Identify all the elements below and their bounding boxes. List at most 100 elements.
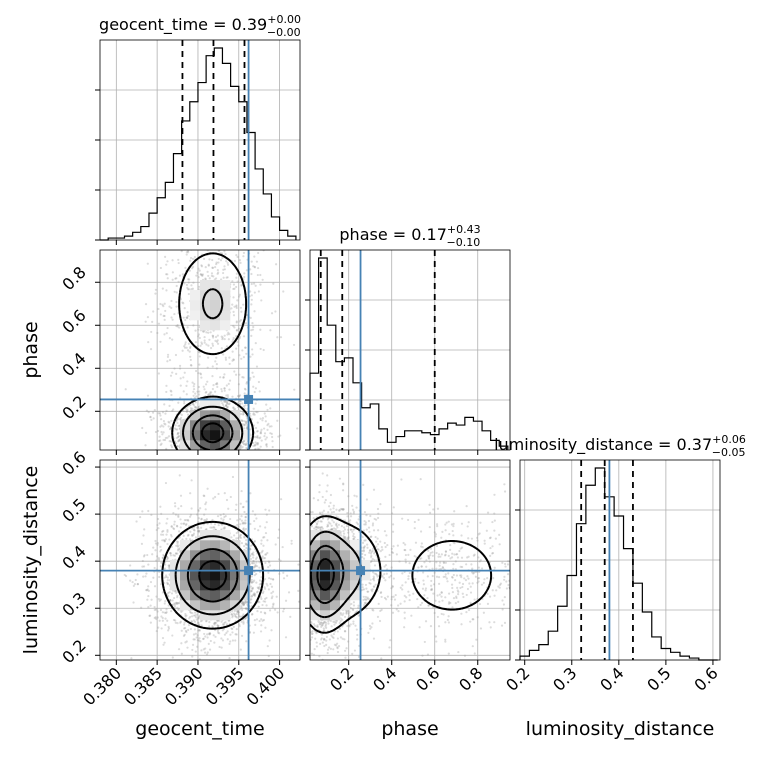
scatter-point: [281, 545, 284, 549]
scatter-point: [244, 346, 247, 349]
scatter-point: [268, 564, 272, 567]
scatter-point: [200, 234, 202, 236]
scatter-point: [240, 519, 244, 522]
scatter-point: [218, 666, 220, 668]
scatter-point: [263, 611, 266, 614]
scatter-point: [150, 330, 153, 334]
scatter-point: [203, 225, 205, 227]
scatter-point: [190, 284, 193, 287]
scatter-point: [269, 432, 272, 435]
scatter-point: [218, 451, 220, 453]
scatter-point: [177, 440, 180, 443]
scatter-point: [237, 383, 241, 386]
scatter-point: [132, 584, 135, 588]
scatter-point: [177, 507, 180, 510]
scatter-point: [243, 602, 246, 605]
scatter-point: [252, 451, 254, 453]
scatter-point: [251, 553, 254, 556]
scatter-point: [254, 447, 257, 450]
scatter-point: [167, 591, 170, 595]
scatter-point: [208, 451, 210, 453]
scatter-point: [192, 281, 195, 284]
scatter-point: [166, 355, 170, 359]
scatter-point: [223, 454, 225, 456]
scatter-point: [204, 452, 206, 454]
scatter-point: [171, 464, 173, 466]
scatter-point: [169, 552, 172, 555]
scatter-point: [173, 596, 176, 600]
scatter-point: [162, 314, 165, 317]
scatter-point: [276, 336, 279, 339]
scatter-point: [259, 445, 262, 448]
scatter-point: [211, 258, 214, 262]
scatter-point: [219, 463, 221, 465]
scatter-point: [277, 435, 280, 438]
scatter-point: [238, 535, 242, 538]
scatter-point: [231, 475, 235, 479]
scatter-point: [218, 235, 220, 237]
scatter-point: [143, 554, 146, 557]
scatter-point: [231, 359, 234, 362]
scatter-point: [207, 453, 209, 455]
scatter-point: [194, 454, 196, 456]
scatter-point: [255, 581, 258, 584]
scatter-point: [245, 446, 248, 450]
density-bins: [180, 280, 251, 450]
scatter-point: [176, 445, 179, 448]
scatter-point: [259, 432, 263, 435]
scatter-point: [226, 276, 229, 279]
scatter-point: [187, 278, 190, 281]
contour-level: [182, 288, 244, 450]
scatter-point: [242, 405, 246, 408]
scatter-point: [235, 320, 238, 323]
scatter-point: [263, 463, 265, 465]
scatter-point: [253, 519, 256, 523]
scatter-point: [173, 605, 176, 608]
scatter-point: [181, 301, 184, 304]
scatter-point: [178, 367, 182, 370]
scatter-point: [182, 316, 185, 319]
scatter-point: [236, 255, 239, 259]
scatter-point: [242, 603, 245, 606]
scatter-point: [231, 614, 234, 617]
scatter-point: [186, 492, 188, 494]
scatter-point: [253, 390, 256, 394]
scatter-point: [228, 402, 231, 405]
scatter-point: [210, 474, 212, 476]
scatter-point: [185, 316, 188, 319]
scatter-point: [224, 483, 226, 485]
density-bin: [200, 310, 211, 321]
scatter-point: [252, 282, 256, 285]
scatter-point: [251, 353, 254, 356]
scatter-point: [186, 326, 189, 329]
scatter-point: [215, 453, 217, 455]
scatter-point: [270, 592, 273, 595]
scatter-point: [249, 316, 252, 319]
scatter-point: [187, 624, 191, 627]
scatter-point: [179, 666, 181, 668]
scatter-point: [163, 539, 166, 542]
scatter-point: [255, 517, 258, 520]
scatter-point: [242, 451, 244, 453]
scatter-point: [243, 454, 245, 456]
scatter-point: [240, 310, 243, 313]
density-bin: [220, 430, 231, 441]
scatter-point: [244, 542, 247, 545]
scatter-point: [153, 409, 156, 412]
scatter-point: [166, 353, 170, 356]
scatter-point: [160, 430, 163, 434]
scatter-point: [161, 433, 164, 436]
scatter-point: [165, 263, 168, 266]
scatter-point: [176, 552, 179, 555]
scatter-point: [221, 461, 223, 463]
scatter-point: [239, 523, 242, 526]
scatter-point: [249, 268, 252, 271]
scatter-point: [194, 452, 196, 454]
scatter-point: [159, 550, 162, 553]
scatter-point: [153, 605, 156, 609]
scatter-point: [227, 403, 230, 406]
scatter-point: [166, 530, 169, 533]
scatter-point: [210, 233, 212, 235]
scatter-point: [201, 330, 205, 333]
